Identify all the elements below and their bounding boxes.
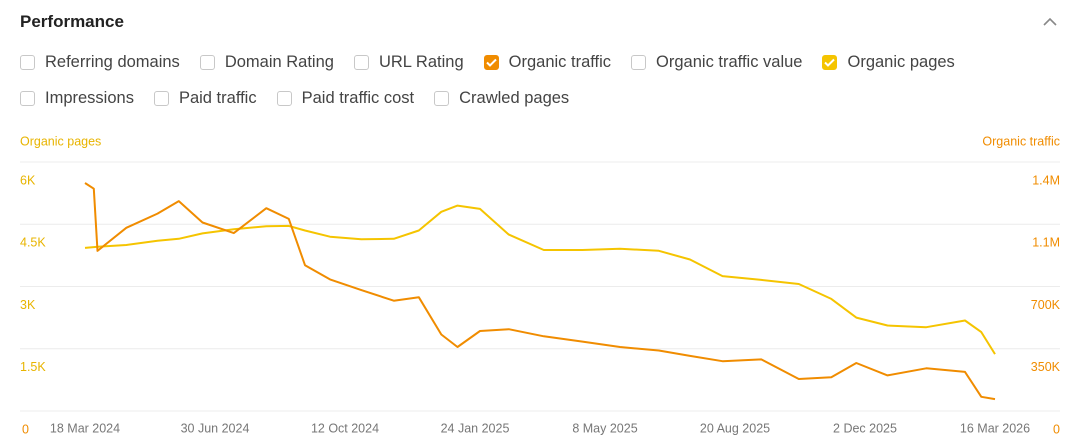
checkbox-label: Domain Rating (224, 53, 334, 71)
checkbox-box (276, 91, 292, 106)
checkbox[interactable]: Referring domains (20, 53, 180, 72)
checkbox-box (483, 55, 499, 70)
y2-tick-label: 350K (1031, 360, 1061, 374)
x-tick-label: 12 Oct 2024 (311, 421, 379, 435)
y2-tick-label: 1.4M (1032, 173, 1060, 187)
checkbox[interactable]: Crawled pages (434, 89, 569, 108)
y-tick-label: 4.5K (20, 236, 46, 250)
check-mark (485, 58, 497, 67)
panel-title: Performance (20, 12, 124, 31)
axis-title: Organic traffic (982, 134, 1060, 148)
checkbox[interactable]: Organic pages (822, 53, 955, 72)
checkbox-label: Organic traffic (508, 53, 612, 71)
checkbox[interactable]: Paid traffic (153, 89, 257, 108)
x-tick-label: 18 Mar 2024 (50, 421, 120, 435)
checkbox-label: Crawled pages (459, 89, 570, 107)
y2-tick-label: 700K (1031, 298, 1061, 312)
y-tick-label: 0 (22, 422, 29, 436)
checkbox-label: Paid traffic cost (301, 89, 415, 107)
checkbox[interactable]: Organic traffic (483, 53, 612, 72)
checkbox-box (822, 55, 838, 70)
checkbox-box (353, 55, 369, 70)
series-line (84, 204, 996, 355)
x-tick-label: 30 Jun 2024 (181, 421, 250, 435)
checkbox-box (20, 91, 35, 106)
checkbox-box (199, 55, 215, 70)
checkbox[interactable]: Domain Rating (199, 53, 334, 72)
check-mark (824, 58, 836, 67)
checkbox-row: Referring domains Domain Rating URL Rating… (20, 53, 955, 72)
checkbox[interactable]: URL Rating (353, 53, 464, 72)
checkbox-label: URL Rating (378, 53, 464, 71)
y2-tick-label: 1.1M (1032, 236, 1060, 250)
checkbox[interactable]: Paid traffic cost (276, 89, 415, 108)
checkbox-label: Referring domains (45, 53, 180, 71)
y2-tick-label: 0 (1053, 422, 1060, 436)
x-tick-label: 16 Mar 2026 (960, 421, 1030, 435)
checkbox-box (20, 55, 35, 70)
y-tick-label: 3K (20, 298, 36, 312)
axis-title: Organic pages (20, 134, 101, 148)
x-tick-label: 24 Jan 2025 (441, 421, 510, 435)
x-tick-label: 20 Aug 2025 (700, 421, 770, 435)
checkbox-row: Impressions Paid traffic Paid traffic cost… (20, 89, 569, 108)
checkbox-label: Paid traffic (178, 89, 257, 107)
x-tick-label: 2 Dec 2025 (833, 421, 897, 435)
series-line (84, 182, 996, 401)
x-tick-label: 8 May 2025 (572, 421, 637, 435)
checkbox-box (153, 91, 169, 106)
checkbox-box (434, 91, 450, 106)
checkbox-label: Organic pages (847, 53, 955, 71)
y-tick-label: 6K (20, 173, 36, 187)
checkbox-box (631, 55, 647, 70)
y-tick-label: 1.5K (20, 360, 46, 374)
checkbox-label: Organic traffic value (656, 53, 803, 71)
checkbox-label: Impressions (45, 89, 134, 107)
collapse-button[interactable] (1040, 14, 1060, 30)
checkbox[interactable]: Organic traffic value (631, 53, 802, 72)
checkbox[interactable]: Impressions (20, 89, 134, 108)
